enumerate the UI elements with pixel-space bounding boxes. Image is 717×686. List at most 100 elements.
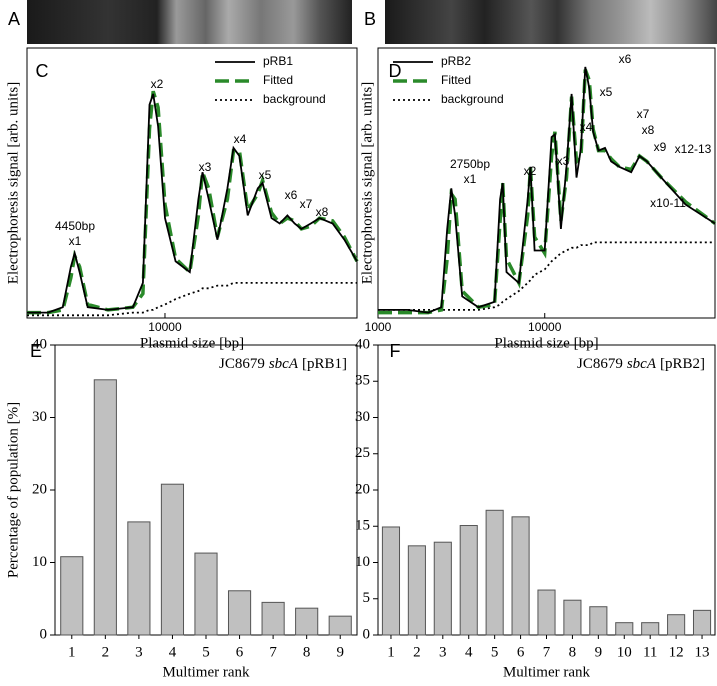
legend-label: pRB2 (441, 54, 471, 68)
x-tick-label: 11 (643, 644, 657, 660)
annotation: 2750bp (450, 157, 490, 171)
x-tick-label: 2 (102, 644, 110, 660)
bar (667, 614, 686, 636)
annotation: JC8679 sbcA [pRB2] (577, 356, 705, 372)
annotation: x8 (642, 123, 655, 137)
series-line (378, 66, 716, 314)
annotation-part: [pRB2] (660, 356, 705, 372)
bar (563, 599, 582, 636)
bar (692, 609, 712, 636)
panel-label: C (36, 61, 49, 81)
x-axis-label: Plasmid size [bp] (140, 335, 244, 351)
annotation: x6 (619, 52, 632, 66)
x-tick-label: 12 (669, 644, 684, 660)
x-tick-label: 9 (595, 644, 603, 660)
annotation: x3 (557, 154, 570, 168)
y-axis-label: Percentage of population [%] (5, 402, 21, 578)
bar (381, 526, 401, 636)
annotation: x1 (69, 234, 82, 248)
series-line (378, 68, 717, 315)
annotation-part: [pRB1] (302, 356, 347, 372)
annotation: x5 (259, 168, 272, 182)
x-axis-label: Plasmid size [bp] (494, 335, 598, 351)
bar (511, 516, 530, 636)
series-line (27, 93, 358, 314)
panel-label: D (389, 61, 402, 81)
bar (328, 615, 352, 636)
y-tick-label: 10 (32, 554, 47, 570)
y-axis-label: Electrophoresis signal [arb. units] (5, 82, 21, 284)
bar (227, 590, 252, 636)
bar (459, 525, 478, 636)
annotation: x12-13 (675, 142, 712, 156)
x-tick-label: 4 (465, 644, 473, 660)
plot-frame (377, 47, 716, 319)
bar (589, 606, 608, 636)
x-tick-label: 5 (491, 644, 499, 660)
annotation: x7 (300, 197, 313, 211)
series-line (27, 90, 359, 315)
y-tick-label: 40 (355, 336, 370, 352)
x-tick-label: 7 (269, 644, 277, 660)
legend-label: Fitted (441, 73, 471, 87)
bar (615, 622, 634, 636)
bar (194, 552, 218, 636)
panel-label: B (364, 9, 376, 29)
x-axis-label: Multimer rank (162, 664, 250, 680)
y-tick-label: 25 (355, 445, 370, 461)
bar (60, 556, 84, 636)
y-tick-label: 20 (32, 481, 47, 497)
y-tick-label: 40 (32, 336, 47, 352)
x-tick-label: 8 (569, 644, 577, 660)
gel-image (385, 0, 717, 44)
legend-label: pRB1 (263, 54, 293, 68)
x-tick-label: 5 (202, 644, 210, 660)
annotation: x2 (151, 77, 164, 91)
x-tick-label: 6 (236, 644, 244, 660)
annotation: x10-11 (650, 196, 686, 210)
annotation: x5 (600, 85, 613, 99)
x-tick-label: 10 (617, 644, 632, 660)
annotation-part: sbcA (627, 356, 657, 372)
y-tick-label: 0 (363, 626, 371, 642)
annotation: x4 (580, 120, 593, 134)
bar (407, 545, 426, 636)
x-tick-label: 3 (439, 644, 447, 660)
x-tick-label: 3 (135, 644, 143, 660)
annotation-part: JC8679 (577, 356, 623, 372)
annotation: 4450bp (55, 219, 95, 233)
bar (433, 541, 452, 636)
legend-label: Fitted (263, 73, 293, 87)
legend-label: background (263, 92, 326, 106)
y-tick-label: 10 (355, 554, 370, 570)
annotation: x1 (464, 172, 477, 186)
plot-frame (26, 47, 358, 319)
x-tick-label: 6 (517, 644, 525, 660)
x-tick-label: 1 (68, 644, 76, 660)
series-line (27, 282, 357, 317)
bar (93, 379, 117, 636)
gel-image (27, 0, 352, 44)
legend-label: background (441, 92, 504, 106)
y-tick-label: 30 (32, 409, 47, 425)
annotation: x2 (524, 164, 537, 178)
y-axis-label: Electrophoresis signal [arb. units] (359, 82, 375, 284)
x-tick-label: 10000 (528, 320, 562, 334)
y-tick-label: 20 (355, 481, 370, 497)
x-tick-label: 1 (387, 644, 395, 660)
x-tick-label: 10000 (148, 320, 182, 334)
bar (127, 521, 151, 636)
annotation: x3 (199, 160, 212, 174)
bar (295, 607, 319, 636)
bar (261, 601, 285, 636)
x-axis-label: Multimer rank (503, 664, 591, 680)
y-tick-label: 0 (40, 626, 48, 642)
bar (160, 483, 185, 636)
annotation: x7 (637, 107, 650, 121)
bar (641, 622, 660, 636)
x-tick-label: 4 (169, 644, 177, 660)
x-tick-label: 1000 (365, 320, 392, 334)
annotation: x6 (285, 188, 298, 202)
y-tick-label: 35 (355, 373, 370, 389)
x-tick-label: 2 (413, 644, 421, 660)
